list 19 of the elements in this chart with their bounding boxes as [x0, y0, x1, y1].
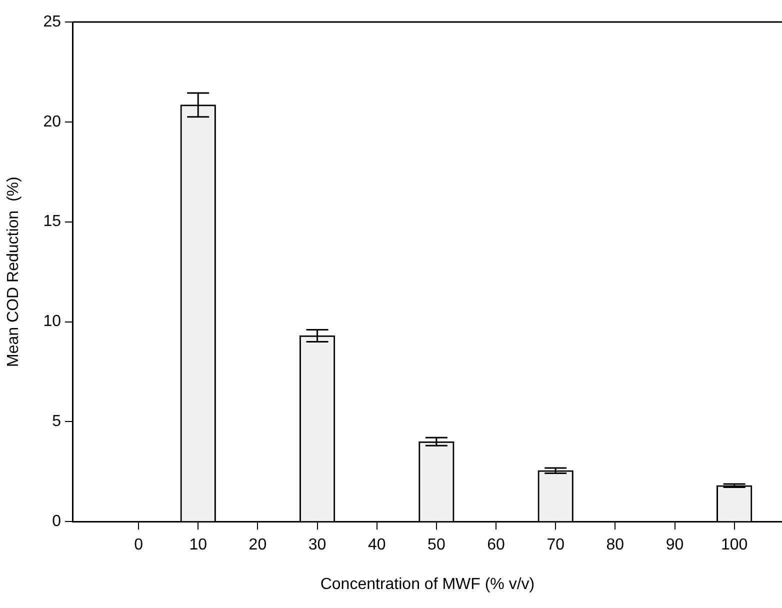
- y-tick-label: 25: [43, 13, 62, 30]
- y-tick-label: 10: [43, 313, 62, 330]
- x-tick-label: 40: [368, 536, 386, 554]
- x-tick-label: 20: [248, 536, 267, 554]
- y-axis-title: Mean COD Reduction (%): [5, 176, 22, 367]
- x-tick-label: 70: [546, 536, 565, 554]
- x-tick-label: 0: [134, 536, 144, 554]
- x-tick-label: 30: [308, 536, 326, 554]
- y-tick-label: 0: [52, 513, 62, 530]
- x-tick-label: 100: [720, 536, 748, 554]
- y-tick-label: 20: [43, 113, 62, 130]
- x-tick-label: 10: [189, 536, 208, 554]
- x-tick-label: 80: [606, 536, 624, 554]
- y-tick-label: 15: [43, 213, 62, 230]
- x-tick-label: 90: [666, 536, 684, 554]
- y-tick-label: 5: [52, 413, 62, 430]
- x-tick-label: 50: [428, 536, 446, 554]
- x-axis-title: Concentration of MWF (% v/v): [320, 576, 535, 593]
- x-tick-label: 60: [487, 536, 506, 554]
